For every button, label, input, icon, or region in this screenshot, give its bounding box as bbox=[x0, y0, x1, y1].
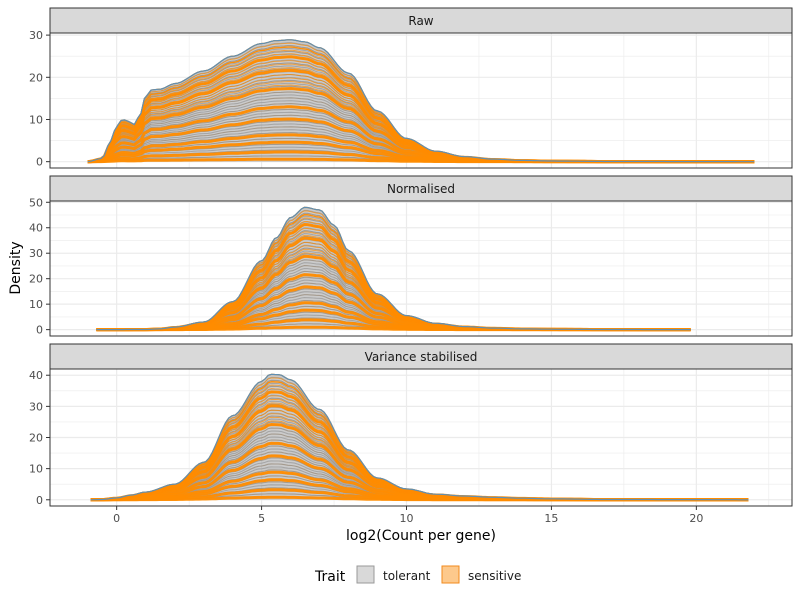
y-axis-title: Density bbox=[8, 241, 24, 294]
panel-0: Raw 0 10 20 30 bbox=[29, 7, 793, 169]
legend-entry-tolerant: tolerant bbox=[356, 565, 431, 584]
tolerant-density-area bbox=[87, 39, 755, 162]
x-tick-label: 15 bbox=[544, 512, 558, 525]
x-tick-label: 10 bbox=[400, 512, 414, 525]
facet-strip bbox=[49, 175, 793, 202]
y-tick-label: 20 bbox=[29, 273, 43, 286]
y-tick-label: 30 bbox=[29, 29, 43, 42]
legend-entry-sensitive: sensitive bbox=[441, 565, 521, 584]
y-tick-label: 20 bbox=[29, 71, 43, 84]
x-axis-title: log2(Count per gene) bbox=[346, 528, 496, 544]
facet-strip bbox=[49, 343, 793, 370]
y-tick-label: 50 bbox=[29, 196, 43, 209]
y-tick-label: 40 bbox=[29, 222, 43, 235]
x-tick-label: 0 bbox=[113, 512, 120, 525]
panel-2: Variance stabilised 0 10 20 30 40 bbox=[29, 343, 793, 507]
density-curves bbox=[90, 373, 749, 502]
y-tick-label: 10 bbox=[29, 113, 43, 126]
legend-title: Trait bbox=[314, 569, 346, 585]
density-top-outline bbox=[90, 373, 749, 501]
facet-strip-label: Normalised bbox=[387, 182, 455, 196]
y-tick-label: 30 bbox=[29, 400, 43, 413]
x-tick-label: 5 bbox=[258, 512, 265, 525]
facet-panels: Raw 0 10 20 30 Normalised 0 10 20 30 40 50 Variance … bbox=[29, 7, 793, 507]
y-tick-label: 10 bbox=[29, 298, 43, 311]
y-tick-label: 0 bbox=[36, 156, 43, 169]
x-tick-label: 20 bbox=[689, 512, 703, 525]
legend-label: sensitive bbox=[468, 569, 521, 583]
legend: Trait tolerant sensitive bbox=[314, 565, 521, 585]
density-curves bbox=[96, 206, 691, 332]
y-tick-label: 10 bbox=[29, 463, 43, 476]
facet-strip-label: Raw bbox=[408, 14, 433, 28]
y-tick-label: 30 bbox=[29, 247, 43, 260]
y-tick-label: 0 bbox=[36, 324, 43, 337]
facet-strip-label: Variance stabilised bbox=[365, 350, 478, 364]
legend-label: tolerant bbox=[383, 569, 431, 583]
facet-strip bbox=[49, 7, 793, 34]
y-tick-label: 40 bbox=[29, 369, 43, 382]
y-tick-label: 0 bbox=[36, 494, 43, 507]
panel-1: Normalised 0 10 20 30 40 50 bbox=[29, 175, 793, 337]
density-curves bbox=[87, 39, 755, 164]
density-top-outline bbox=[87, 39, 755, 163]
x-axis: 0 5 10 15 20 bbox=[113, 506, 703, 525]
legend-key bbox=[441, 565, 460, 584]
density-top-outline bbox=[96, 206, 691, 331]
panel-background bbox=[50, 201, 792, 336]
legend-key bbox=[356, 565, 375, 584]
y-tick-label: 20 bbox=[29, 432, 43, 445]
